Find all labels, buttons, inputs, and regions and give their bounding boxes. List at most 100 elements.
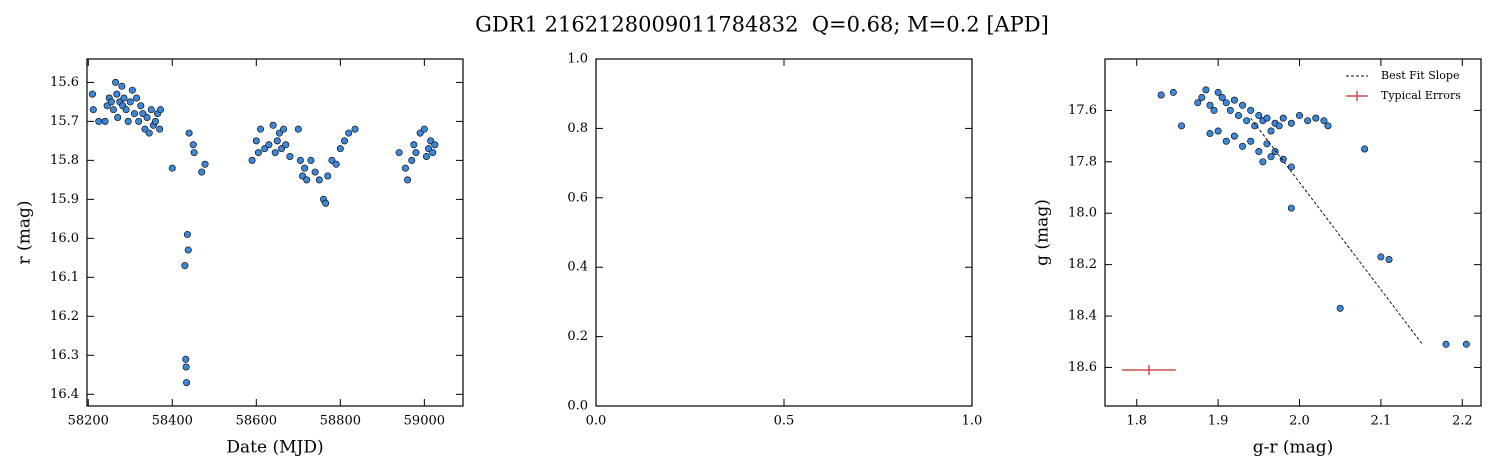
point [124, 117, 132, 125]
point [254, 149, 262, 157]
point [143, 113, 151, 121]
y-tick-label: 15.9 [50, 192, 79, 207]
x-tick-label: 2.1 [1371, 414, 1392, 429]
point [412, 149, 420, 157]
point [168, 164, 176, 172]
point [1304, 117, 1312, 125]
point [156, 125, 164, 133]
point [1222, 137, 1230, 145]
point [1239, 101, 1247, 109]
point [157, 106, 165, 114]
point [401, 164, 409, 172]
point [1279, 114, 1287, 122]
point [1263, 140, 1271, 148]
axes-frame [595, 58, 973, 407]
x-axis-label: Date (MJD) [226, 438, 323, 458]
point [408, 156, 416, 164]
point [1247, 106, 1255, 114]
y-tick-label: 16.3 [50, 348, 79, 363]
point [1287, 119, 1295, 127]
point [145, 129, 153, 137]
point [296, 156, 304, 164]
point [1259, 158, 1267, 166]
point [395, 149, 403, 157]
point [1255, 148, 1263, 156]
point [252, 137, 260, 145]
y-tick-label: 15.6 [50, 75, 79, 90]
point [1226, 106, 1234, 114]
point [114, 113, 122, 121]
point [120, 94, 128, 102]
point [1336, 304, 1344, 312]
y-tick-label: 16.1 [50, 270, 79, 285]
point [1263, 114, 1271, 122]
point [1255, 112, 1263, 120]
y-tick-label: 0.2 [567, 329, 588, 344]
x-axis-label: g-r (mag) [1253, 438, 1334, 458]
point [269, 121, 277, 129]
point [1296, 112, 1304, 120]
point [189, 141, 197, 149]
y-tick-label: 0.6 [567, 190, 588, 205]
y-tick-label: 16.4 [50, 387, 79, 402]
point [265, 141, 273, 149]
point [303, 176, 311, 184]
point [345, 129, 353, 137]
point [1267, 153, 1275, 161]
x-tick-label: 2.2 [1452, 414, 1473, 429]
point [113, 90, 121, 98]
point [133, 94, 141, 102]
point [1462, 340, 1470, 348]
point [1287, 204, 1295, 212]
point [183, 379, 191, 387]
point [201, 160, 209, 168]
point [126, 98, 134, 106]
point [1271, 148, 1279, 156]
point [1230, 96, 1238, 104]
point [1169, 88, 1177, 96]
point [1194, 99, 1202, 107]
point [109, 106, 117, 114]
point [1178, 122, 1186, 130]
point [1239, 142, 1247, 150]
y-tick-label: 16.0 [50, 231, 79, 246]
point [410, 141, 418, 149]
y-tick-label: 17.6 [1068, 103, 1097, 118]
point [1320, 117, 1328, 125]
y-tick-label: 17.8 [1068, 154, 1097, 169]
figure-title: GDR1 2162128009011784832 Q=0.68; M=0.2 [… [475, 13, 1049, 37]
point [431, 141, 439, 149]
x-tick-label: 1.9 [1208, 414, 1229, 429]
point [1275, 122, 1283, 130]
y-tick-label: 15.8 [50, 153, 79, 168]
point [311, 168, 319, 176]
point [183, 230, 191, 238]
point [185, 129, 193, 137]
point [271, 149, 279, 157]
point [1202, 86, 1210, 94]
point [315, 176, 323, 184]
point [248, 156, 256, 164]
point [1324, 122, 1332, 130]
y-tick-label: 0.8 [567, 121, 588, 136]
point [420, 125, 428, 133]
point [182, 355, 190, 363]
point [147, 106, 155, 114]
point [1206, 101, 1214, 109]
x-tick-label: 58200 [68, 414, 109, 429]
y-tick-label: 1.0 [567, 52, 588, 67]
x-tick-label: 1.8 [1126, 414, 1147, 429]
point [1377, 253, 1385, 261]
point [257, 125, 265, 133]
y-axis-label: g (mag) [1033, 199, 1053, 266]
point [101, 117, 109, 125]
point [107, 98, 115, 106]
point [88, 90, 96, 98]
point [1214, 88, 1222, 96]
y-axis-label: r (mag) [15, 201, 35, 265]
y-tick-label: 18.4 [1068, 309, 1097, 324]
point [307, 156, 315, 164]
point [351, 125, 359, 133]
